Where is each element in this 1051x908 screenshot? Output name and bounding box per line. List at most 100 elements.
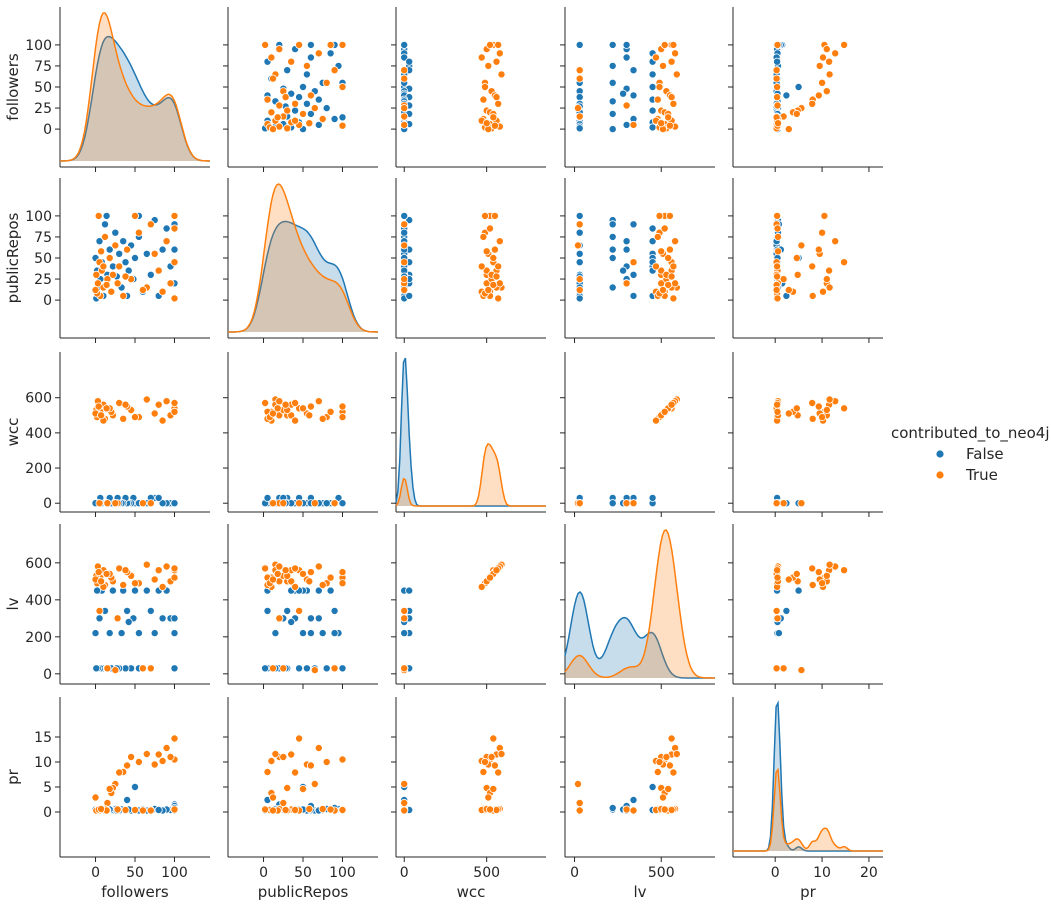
point-true (662, 753, 671, 762)
point-false (575, 211, 584, 220)
point-true (111, 666, 120, 675)
point-false (400, 53, 409, 62)
point-true (338, 568, 347, 577)
point-true (840, 40, 849, 49)
point-true (162, 744, 171, 753)
point-true (111, 499, 120, 508)
point-false (150, 629, 159, 638)
point-true (669, 294, 678, 303)
point-true (287, 750, 296, 759)
point-true (492, 806, 501, 815)
point-true (268, 575, 277, 584)
kde-fill-true (565, 530, 715, 678)
point-true (138, 499, 147, 508)
point-true (150, 409, 159, 418)
point-true (130, 211, 139, 220)
point-true (338, 806, 347, 815)
point-true (772, 285, 781, 294)
point-true (154, 400, 163, 409)
point-false (170, 614, 179, 623)
point-true (400, 241, 409, 250)
point-false (302, 70, 311, 79)
point-true (773, 101, 782, 110)
point-true (808, 564, 817, 573)
point-false (608, 40, 617, 49)
point-true (664, 253, 673, 262)
point-true (664, 785, 673, 794)
point-true (134, 228, 143, 237)
point-true (480, 83, 489, 92)
point-true (657, 266, 666, 275)
point-true (822, 45, 831, 54)
point-false (117, 629, 126, 638)
point-true (574, 780, 583, 789)
point-false (170, 664, 179, 673)
point-false (134, 629, 143, 638)
x-axis-label: pr (800, 883, 817, 901)
y-tick-label: 25 (34, 272, 52, 288)
point-true (267, 757, 276, 766)
point-false (302, 99, 311, 108)
point-true (97, 411, 106, 420)
point-true (154, 566, 163, 575)
point-true (622, 279, 631, 288)
point-false (575, 124, 584, 133)
point-false (124, 618, 133, 627)
point-false (405, 57, 414, 66)
point-true (121, 806, 130, 815)
point-true (772, 499, 781, 508)
point-true (575, 275, 584, 284)
point-true (298, 109, 307, 118)
point-true (326, 573, 335, 582)
point-true (338, 121, 347, 130)
point-true (170, 564, 179, 573)
x-tick-label: 20 (860, 865, 878, 881)
point-false (123, 796, 132, 805)
point-false (338, 113, 347, 122)
point-true (669, 768, 678, 777)
point-true (665, 761, 674, 770)
point-true (134, 758, 143, 767)
point-true (797, 241, 806, 250)
point-false (154, 493, 163, 502)
point-true (497, 750, 506, 759)
point-true (400, 806, 409, 815)
point-false (608, 109, 617, 118)
point-true (495, 237, 504, 246)
point-false (608, 804, 617, 813)
point-true (102, 404, 111, 413)
point-true (298, 404, 307, 413)
point-true (818, 228, 827, 237)
kde-line-true (733, 767, 883, 852)
point-true (275, 562, 284, 571)
point-false (261, 664, 270, 673)
point-true (102, 569, 111, 578)
point-true (494, 262, 503, 271)
y-tick-label: 100 (25, 209, 52, 225)
y-tick-label: 75 (34, 230, 52, 246)
point-true (275, 101, 284, 110)
point-false (629, 91, 638, 100)
x-tick-label: 500 (648, 865, 675, 881)
point-true (281, 566, 290, 575)
point-false (105, 629, 114, 638)
point-true (400, 220, 409, 229)
point-true (268, 499, 277, 508)
point-false (400, 629, 409, 638)
point-false (400, 40, 409, 49)
y-tick-label: 0 (43, 667, 52, 683)
y-tick-label: 0 (43, 293, 52, 309)
point-true (840, 258, 849, 267)
point-true (490, 761, 499, 770)
point-true (622, 499, 631, 508)
x-tick-label: 100 (329, 865, 356, 881)
point-false (170, 499, 179, 508)
point-true (489, 734, 498, 743)
point-false (608, 97, 617, 106)
point-true (268, 409, 277, 418)
point-true (773, 262, 782, 271)
point-false (773, 57, 782, 66)
point-true (784, 409, 793, 418)
point-false (283, 606, 292, 615)
point-false (121, 258, 130, 267)
